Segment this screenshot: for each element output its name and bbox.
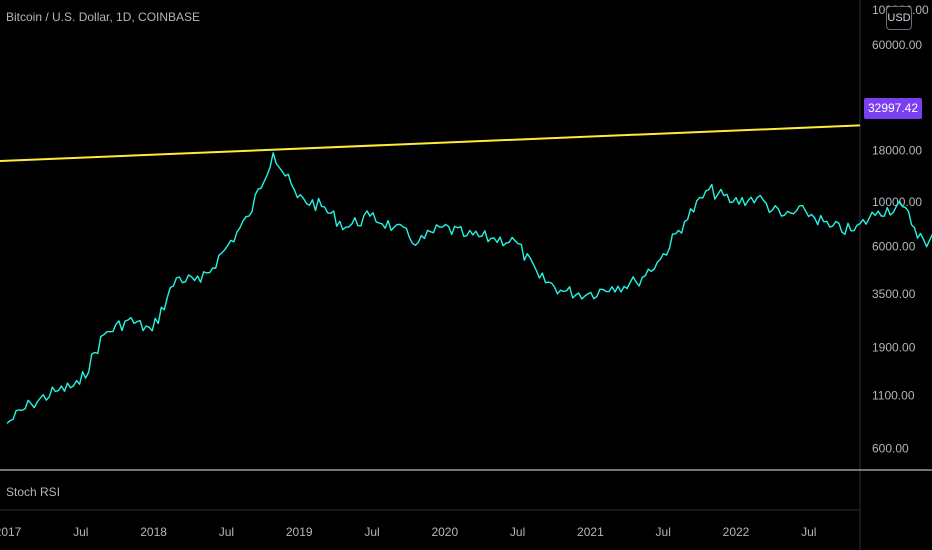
- price-series-line: [6, 152, 932, 424]
- price-tick-label: 600.00: [872, 442, 909, 456]
- price-tick-label: 60000.00: [872, 38, 922, 52]
- time-tick-label: 2020: [431, 525, 458, 539]
- time-tick-label: Jul: [510, 525, 525, 539]
- time-tick-label: Jul: [656, 525, 671, 539]
- time-tick-label: 2017: [0, 525, 22, 539]
- time-tick-label: Jul: [801, 525, 816, 539]
- last-price-badge: 32997.42: [864, 98, 922, 119]
- price-tick-label: 1100.00: [872, 388, 915, 402]
- trendline[interactable]: [0, 124, 861, 162]
- time-tick-label: 2019: [286, 525, 313, 539]
- time-tick-label: 2022: [723, 525, 750, 539]
- price-tick-label: 1900.00: [872, 341, 916, 355]
- time-tick-label: Jul: [219, 525, 234, 539]
- price-tick-label: 6000.00: [872, 240, 916, 254]
- currency-button[interactable]: USD: [886, 6, 912, 30]
- indicator-label[interactable]: Stoch RSI: [6, 485, 61, 499]
- price-axis[interactable]: 100000.0060000.0018000.0010000.006000.00…: [872, 3, 929, 456]
- time-axis[interactable]: 2017 Jul 2018 Jul 2019 Jul 2020 Jul 2021 Jul 2022 J…: [0, 525, 816, 539]
- price-tick-label: 18000.00: [872, 143, 922, 157]
- time-tick-label: 2018: [140, 525, 167, 539]
- price-tick-label: 10000.00: [872, 195, 922, 209]
- time-tick-label: Jul: [73, 525, 88, 539]
- symbol-title: Bitcoin / U.S. Dollar, 1D, COINBASE: [6, 10, 201, 24]
- time-tick-label: 2021: [577, 525, 604, 539]
- price-tick-label: 3500.00: [872, 287, 916, 301]
- time-tick-label: Jul: [364, 525, 379, 539]
